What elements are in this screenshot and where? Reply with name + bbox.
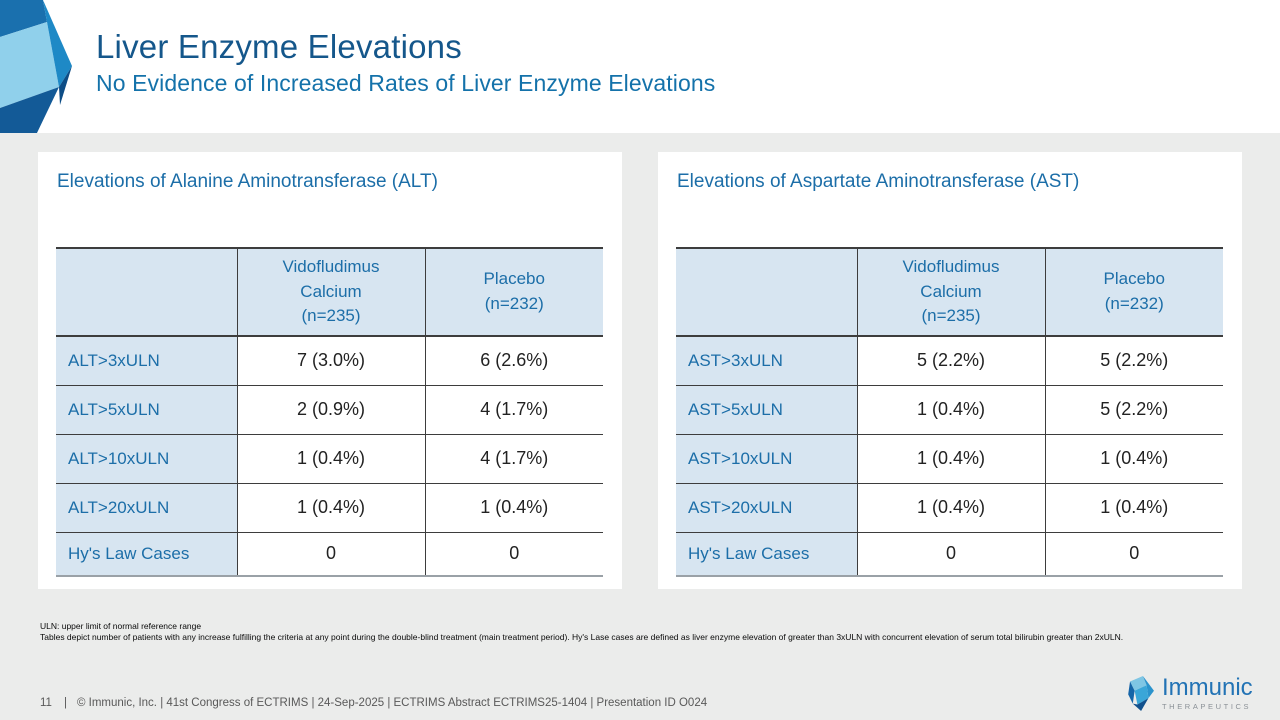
table-row: ALT>10xULN 1 (0.4%) 4 (1.7%)	[56, 434, 603, 484]
table-row: Hy's Law Cases 0 0	[676, 532, 1223, 577]
alt-card-title: Elevations of Alanine Aminotransferase (…	[57, 171, 438, 192]
footnote-line: Tables depict number of patients with an…	[40, 632, 1124, 642]
table-row: ALT>20xULN 1 (0.4%) 1 (0.4%)	[56, 483, 603, 533]
footer-bar: 11 | © Immunic, Inc. | 41st Congress of …	[40, 688, 1240, 718]
footnote-line: ULN: upper limit of normal reference ran…	[40, 621, 202, 631]
alt-card: Elevations of Alanine Aminotransferase (…	[38, 152, 622, 589]
alt-table: Vidofludimus Calcium (n=235) Placebo (n=…	[56, 247, 603, 577]
content-panel: Elevations of Alanine Aminotransferase (…	[0, 133, 1280, 720]
cell-value: 1 (0.4%)	[1045, 434, 1223, 484]
immunic-gem-logo-icon	[0, 0, 72, 135]
ast-card-title: Elevations of Aspartate Aminotransferase…	[677, 171, 1080, 192]
logo-tagline: THERAPEUTICS	[1162, 702, 1252, 711]
header-block: Liver Enzyme Elevations No Evidence of I…	[96, 27, 715, 97]
ast-col-header-empty	[676, 247, 858, 337]
row-label: AST>20xULN	[676, 483, 858, 533]
row-label: Hy's Law Cases	[56, 532, 238, 577]
table-row: ALT>5xULN 2 (0.9%) 4 (1.7%)	[56, 385, 603, 435]
alt-table-header-row: Vidofludimus Calcium (n=235) Placebo (n=…	[56, 247, 603, 337]
cell-value: 1 (0.4%)	[857, 483, 1046, 533]
cell-value: 0	[425, 532, 603, 577]
footer-credits: © Immunic, Inc. | 41st Congress of ECTRI…	[76, 697, 708, 709]
cell-value: 2 (0.9%)	[237, 385, 426, 435]
table-row: AST>5xULN 1 (0.4%) 5 (2.2%)	[676, 385, 1223, 435]
page-title: Liver Enzyme Elevations	[96, 28, 462, 65]
ast-col-header-vidofludimus: Vidofludimus Calcium (n=235)	[857, 247, 1046, 337]
table-row: AST>3xULN 5 (2.2%) 5 (2.2%)	[676, 336, 1223, 386]
row-label: Hy's Law Cases	[676, 532, 858, 577]
footer-separator: |	[63, 697, 67, 709]
cell-value: 5 (2.2%)	[857, 336, 1046, 386]
cell-value: 1 (0.4%)	[857, 385, 1046, 435]
immunic-logo: Immunic THERAPEUTICS	[1128, 676, 1253, 711]
row-label: ALT>10xULN	[56, 434, 238, 484]
ast-table-header-row: Vidofludimus Calcium (n=235) Placebo (n=…	[676, 247, 1223, 337]
row-label: ALT>20xULN	[56, 483, 238, 533]
cell-value: 1 (0.4%)	[425, 483, 603, 533]
table-row: AST>20xULN 1 (0.4%) 1 (0.4%)	[676, 483, 1223, 533]
cell-value: 5 (2.2%)	[1045, 385, 1223, 435]
table-row: ALT>3xULN 7 (3.0%) 6 (2.6%)	[56, 336, 603, 386]
row-label: AST>5xULN	[676, 385, 858, 435]
row-label: AST>3xULN	[676, 336, 858, 386]
row-label: ALT>3xULN	[56, 336, 238, 386]
ast-table: Vidofludimus Calcium (n=235) Placebo (n=…	[676, 247, 1223, 577]
cell-value: 4 (1.7%)	[425, 385, 603, 435]
page-subtitle: No Evidence of Increased Rates of Liver …	[96, 70, 716, 97]
cell-value: 6 (2.6%)	[425, 336, 603, 386]
cell-value: 1 (0.4%)	[237, 483, 426, 533]
logo-text-block: Immunic THERAPEUTICS	[1162, 674, 1253, 712]
row-label: ALT>5xULN	[56, 385, 238, 435]
ast-col-header-placebo: Placebo (n=232)	[1045, 247, 1223, 337]
alt-col-header-vidofludimus: Vidofludimus Calcium (n=235)	[237, 247, 426, 337]
alt-col-header-empty	[56, 247, 238, 337]
logo-wordmark: Immunic	[1162, 674, 1253, 701]
row-label: AST>10xULN	[676, 434, 858, 484]
immunic-gem-small-icon	[1128, 676, 1154, 711]
cell-value: 5 (2.2%)	[1045, 336, 1223, 386]
cell-value: 4 (1.7%)	[425, 434, 603, 484]
cell-value: 1 (0.4%)	[1045, 483, 1223, 533]
cell-value: 0	[1045, 532, 1223, 577]
cell-value: 1 (0.4%)	[237, 434, 426, 484]
cell-value: 0	[857, 532, 1046, 577]
footnotes: ULN: upper limit of normal reference ran…	[40, 621, 1245, 643]
alt-col-header-placebo: Placebo (n=232)	[425, 247, 603, 337]
table-row: AST>10xULN 1 (0.4%) 1 (0.4%)	[676, 434, 1223, 484]
cell-value: 7 (3.0%)	[237, 336, 426, 386]
cell-value: 0	[237, 532, 426, 577]
table-row: Hy's Law Cases 0 0	[56, 532, 603, 577]
ast-card: Elevations of Aspartate Aminotransferase…	[658, 152, 1242, 589]
page-number: 11	[40, 697, 52, 709]
cell-value: 1 (0.4%)	[857, 434, 1046, 484]
